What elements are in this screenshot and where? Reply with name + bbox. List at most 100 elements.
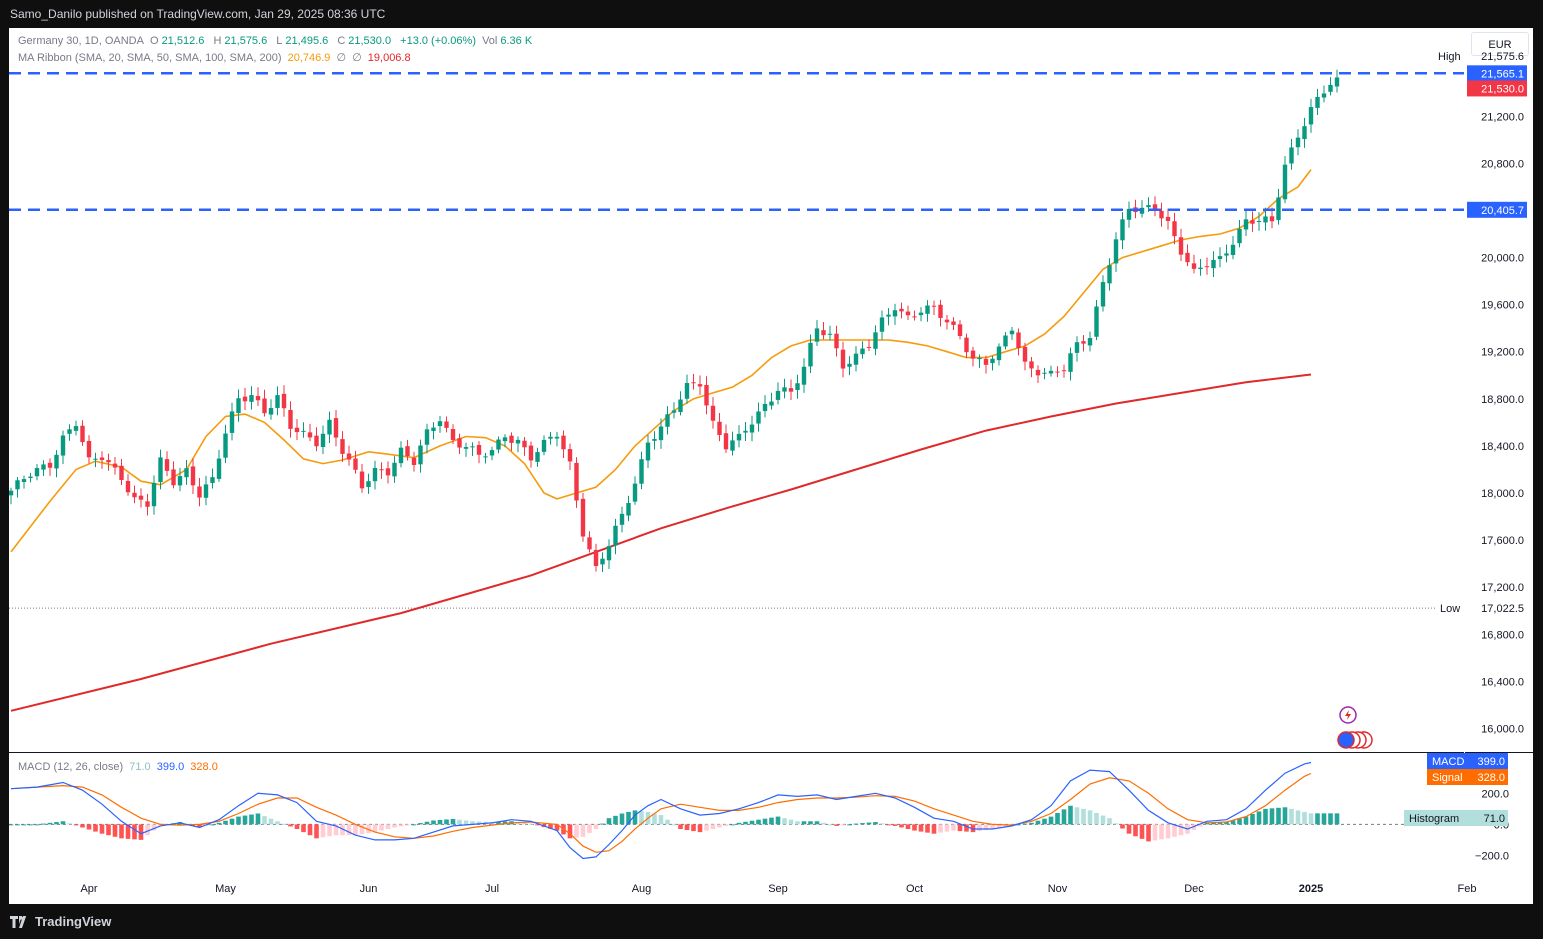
- candle-body: [1282, 164, 1288, 200]
- macd-hist-bar: [652, 813, 657, 825]
- macd-hist-bar: [1113, 823, 1119, 825]
- currency-button[interactable]: EUR: [1471, 32, 1529, 56]
- chart-frame[interactable]: Germany 30, 1D, OANDA O 21,512.6 H 21,575.…: [9, 28, 1533, 904]
- candle-body: [190, 466, 196, 486]
- candle-body: [333, 418, 339, 438]
- candle-body: [1087, 338, 1093, 346]
- candle-body: [736, 433, 742, 441]
- macd-hist-bar: [496, 821, 501, 825]
- macd-hist-bar: [398, 824, 404, 827]
- candle-body: [873, 332, 878, 349]
- price-tick-label: 19,200.0: [1481, 347, 1524, 359]
- candle-body: [580, 498, 586, 537]
- macd-hist-bar: [1269, 808, 1275, 825]
- candle-body: [619, 513, 625, 525]
- macd-hist-bar: [626, 811, 631, 825]
- macd-hist-bar: [873, 822, 878, 825]
- last-price-label: 21,530.0: [1481, 83, 1524, 95]
- macd-hist-bar: [964, 824, 969, 832]
- macd-hist-bar: [717, 824, 722, 828]
- macd-hist-bar: [145, 824, 150, 836]
- macd-hist-bar: [593, 824, 599, 830]
- candle-body: [132, 492, 137, 498]
- candle-body: [372, 467, 378, 482]
- macd-hist-bar: [619, 813, 625, 825]
- candle-body: [561, 435, 566, 450]
- low-label: L: [276, 35, 283, 47]
- close-value: 21,530.0: [348, 35, 392, 47]
- candle-body: [775, 390, 781, 400]
- macd-hist-bar: [600, 823, 605, 825]
- macd-hist-bar: [892, 824, 898, 826]
- chart-canvas[interactable]: 16,000.0 16,400.0 16,800.0 17,200.0 17,600.0…: [9, 28, 1533, 904]
- candle-body: [275, 395, 280, 408]
- macd-hist-bar: [782, 818, 787, 825]
- macd-hist-bar: [138, 824, 144, 840]
- candle-body: [1074, 342, 1080, 353]
- macd-hist-bar: [236, 816, 241, 825]
- macd-hist-bar: [1295, 810, 1301, 825]
- candle-body: [242, 396, 248, 402]
- open-value: 21,512.6: [161, 35, 205, 47]
- candle-body: [1068, 353, 1073, 372]
- candle-body: [346, 453, 352, 460]
- price-legend: Germany 30, 1D, OANDA O 21,512.6 H 21,575.…: [18, 35, 538, 47]
- candle-body: [255, 396, 261, 401]
- macd-hist-bar: [1211, 822, 1216, 825]
- candle-body: [405, 446, 410, 457]
- candle-body: [236, 398, 241, 414]
- candle-body: [463, 447, 469, 449]
- macd-hist-bar: [125, 824, 131, 839]
- tradingview-logo[interactable]: TradingView: [10, 914, 111, 929]
- macd-tag-name: Histogram: [1409, 813, 1459, 825]
- candle-body: [307, 432, 313, 438]
- macd-hist-bar: [639, 811, 644, 825]
- macd-hist-bar: [1100, 815, 1106, 825]
- candle-body: [606, 545, 612, 561]
- macd-hist-bar: [1094, 812, 1099, 825]
- level-tag-label: 20,405.7: [1481, 205, 1524, 217]
- candle-body: [931, 305, 937, 307]
- candle-body: [340, 439, 345, 454]
- calendar-event-icon: [1337, 731, 1355, 749]
- macd-hist-bar: [1282, 807, 1288, 825]
- macd-hist-bar: [1048, 816, 1054, 825]
- macd-hist-bar: [502, 821, 508, 825]
- tradingview-logo-icon: [10, 915, 27, 928]
- candle-body: [1016, 332, 1021, 348]
- time-axis-label: Dec: [1184, 883, 1204, 895]
- low-tag-bg: [1435, 600, 1529, 617]
- time-axis-label: Aug: [632, 883, 652, 895]
- candle-body: [249, 395, 254, 402]
- candle-body: [171, 469, 176, 486]
- ma50-value: ∅: [336, 52, 347, 64]
- macd-hist-bar: [119, 824, 124, 839]
- macd-hist-bar: [314, 824, 319, 839]
- macd-hist-bar: [996, 824, 1002, 828]
- macd-hist-bar: [970, 824, 976, 833]
- macd-hist-bar: [808, 821, 813, 825]
- macd-hist-bar: [912, 824, 917, 831]
- candle-body: [970, 350, 976, 359]
- macd-hist-bar: [112, 824, 118, 837]
- candle-body: [1321, 93, 1327, 98]
- candle-body: [9, 490, 14, 496]
- candle-body: [1217, 256, 1223, 260]
- symbol-label: Germany 30, 1D, OANDA: [18, 35, 144, 47]
- time-axis-label: Apr: [80, 883, 97, 895]
- candle-body: [847, 363, 852, 367]
- candle-body: [1295, 137, 1301, 148]
- macd-hist-bar: [678, 824, 683, 830]
- candle-body: [47, 462, 53, 468]
- candle-body: [704, 384, 709, 406]
- candle-body: [93, 458, 98, 460]
- level-tag: [1467, 201, 1527, 218]
- macd-hist-bar: [255, 813, 261, 825]
- price-tick-label: 19,600.0: [1481, 300, 1524, 312]
- candle-body: [996, 346, 1002, 361]
- ma200-line: [10, 373, 1312, 712]
- macd-hist-bar: [860, 823, 865, 825]
- macd-hist-bar: [821, 822, 826, 825]
- macd-tick-label: 200.0: [1481, 788, 1509, 800]
- macd-tag-value: 399.0: [1477, 756, 1505, 768]
